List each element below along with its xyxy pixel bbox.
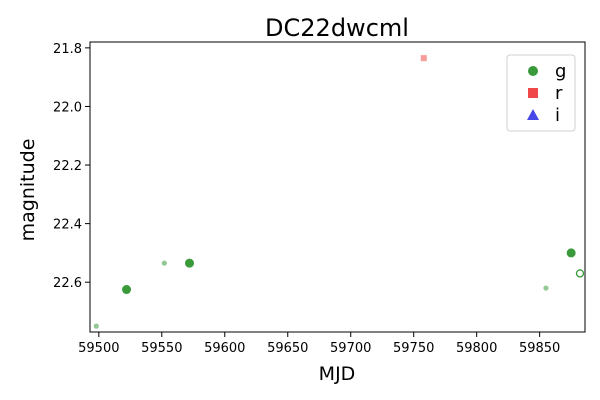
x-tick-label: 59750 (393, 341, 434, 356)
y-axis: 21.8 22.0 22.2 22.4 22.6 (53, 42, 90, 291)
x-tick-label: 59650 (267, 341, 308, 356)
x-tick-label: 59850 (519, 341, 560, 356)
point-g (185, 258, 195, 268)
point-r (420, 55, 427, 62)
x-tick-label: 59600 (204, 341, 245, 356)
point-g (93, 323, 99, 329)
data-points (93, 55, 585, 329)
y-tick-label: 21.8 (53, 42, 82, 57)
point-g (122, 285, 132, 295)
x-tick-label: 59500 (78, 341, 119, 356)
x-axis: 59500 59550 59600 59650 59700 59750 59800 59850 (78, 332, 560, 356)
legend-label-g: g (555, 61, 566, 82)
legend-box (506, 54, 576, 132)
legend-marker-i (527, 109, 539, 120)
x-tick-label: 59700 (330, 341, 371, 356)
plot-frame (89, 41, 586, 333)
y-tick-label: 22.4 (53, 218, 82, 233)
point-g (575, 269, 585, 278)
legend: gri (506, 54, 576, 132)
y-tick-label: 22.2 (53, 159, 82, 174)
chart-title: DC22dwcml (265, 14, 409, 42)
point-g (161, 260, 167, 266)
legend-label-i: i (555, 105, 560, 126)
legend-label-r: r (555, 83, 563, 104)
legend-marker-g (528, 66, 538, 76)
x-axis-title: MJD (319, 363, 356, 385)
y-tick-label: 22.0 (53, 100, 82, 115)
y-axis-title: magnitude (17, 139, 39, 242)
point-g (566, 248, 576, 258)
x-tick-label: 59550 (141, 341, 182, 356)
y-tick-label: 22.6 (53, 276, 82, 291)
point-g (543, 285, 549, 291)
legend-marker-r (528, 88, 538, 98)
x-tick-label: 59800 (456, 341, 497, 356)
